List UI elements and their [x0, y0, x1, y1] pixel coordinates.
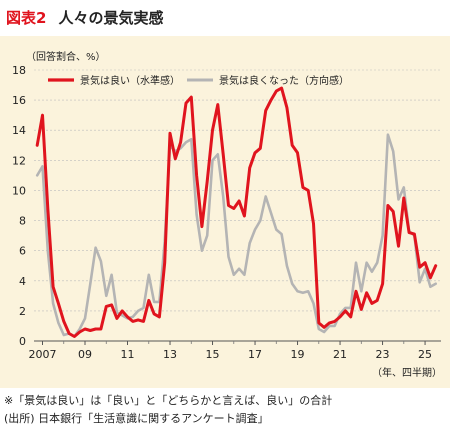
x-tick-label: 13	[163, 348, 177, 361]
y-tick-label: 6	[19, 245, 26, 258]
series-line-direction	[37, 135, 436, 337]
footnote: ※「景気は良い」は「良い」と「どちらかと言えば、良い」の合計	[4, 392, 332, 410]
x-tick-label: 25	[418, 348, 432, 361]
figure-title-text: 人々の景気実感	[58, 7, 163, 28]
notes: ※「景気は良い」は「良い」と「どちらかと言えば、良い」の合計 (出所) 日本銀行…	[4, 392, 332, 428]
x-tick-label: 09	[78, 348, 92, 361]
source-note: (出所) 日本銀行「生活意識に関するアンケート調査」	[4, 410, 332, 428]
y-tick-label: 12	[12, 154, 26, 167]
x-tick-label: 19	[291, 348, 305, 361]
series-line-level	[37, 88, 436, 336]
line-chart: 0 2 4 6 8 10 12 14 16 18（回答割合、%） 2007 09 11 13 15 17 19 2…	[0, 36, 450, 388]
y-axis-label: （回答割合、%）	[26, 50, 106, 63]
y-tick-label: 16	[12, 94, 26, 107]
y-tick-label: 8	[19, 215, 26, 228]
chart-area: 0 2 4 6 8 10 12 14 16 18 （回答割合、%） 2007 09 11 13 15 17 19 2…	[0, 36, 450, 388]
x-tick-label: 23	[376, 348, 390, 361]
x-tick-label: 2007	[29, 348, 57, 361]
x-axis-label: （年、四半期）	[372, 366, 442, 379]
x-tick-label: 11	[121, 348, 135, 361]
x-tick-label: 17	[248, 348, 262, 361]
legend-item-level-label: 景気は良い（水準感）	[80, 74, 180, 87]
y-tick-label: 2	[19, 305, 26, 318]
x-tick-label: 15	[206, 348, 220, 361]
x-tick-label: 21	[333, 348, 347, 361]
y-tick-label: 0	[19, 335, 26, 348]
y-tick-label: 18	[12, 64, 26, 77]
legend-item-direction-label: 景気は良くなった（方向感）	[219, 74, 349, 87]
figure-title: 図表2 人々の景気実感	[6, 6, 163, 28]
y-tick-label: 14	[12, 124, 26, 137]
figure-number: 図表2	[6, 7, 46, 28]
y-tick-label: 4	[19, 275, 26, 288]
y-tick-label: 10	[12, 184, 26, 197]
